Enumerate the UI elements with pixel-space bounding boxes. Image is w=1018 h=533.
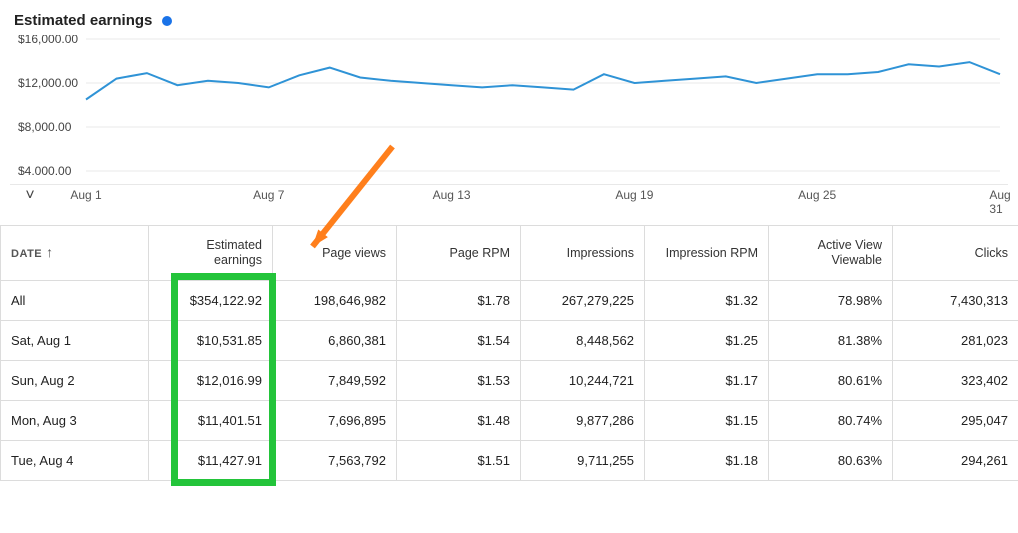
cell-value: 7,696,895 <box>273 401 397 441</box>
cell-value: 81.38% <box>769 321 893 361</box>
x-axis-labels: Aug 1Aug 7Aug 13Aug 19Aug 25Aug 31 <box>50 188 1008 204</box>
cell-value: 294,261 <box>893 441 1018 481</box>
col-header[interactable]: Impression RPM <box>645 226 769 281</box>
table-body: All$354,122.92198,646,982$1.78267,279,22… <box>1 281 1018 481</box>
earnings-line <box>86 62 1000 99</box>
earnings-table: DATE ↑ Estimated earningsPage viewsPage RP… <box>0 225 1018 481</box>
y-tick-label: $16,000.00 <box>18 35 78 46</box>
col-header[interactable]: Impressions <box>521 226 645 281</box>
chart-title: Estimated earnings <box>14 12 152 29</box>
cell-value: 7,430,313 <box>893 281 1018 321</box>
cell-value: 295,047 <box>893 401 1018 441</box>
chart-area: Estimated earnings $16,000.00$12,000.00$… <box>0 0 1018 213</box>
cell-value: 198,646,982 <box>273 281 397 321</box>
cell-value: $1.51 <box>397 441 521 481</box>
table-row: Tue, Aug 4$11,427.917,563,792$1.519,711,… <box>1 441 1018 481</box>
cell-value: $11,401.51 <box>149 401 273 441</box>
col-header[interactable]: Page RPM <box>397 226 521 281</box>
x-tick-label: Aug 13 <box>433 188 471 202</box>
earnings-panel: Estimated earnings $16,000.00$12,000.00$… <box>0 0 1018 481</box>
chart-title-row: Estimated earnings <box>14 12 1008 29</box>
cell-value: 80.63% <box>769 441 893 481</box>
table-row: Sat, Aug 1$10,531.856,860,381$1.548,448,… <box>1 321 1018 361</box>
cell-date: Mon, Aug 3 <box>1 401 149 441</box>
x-tick-label: Aug 31 <box>989 188 1010 216</box>
cell-value: 281,023 <box>893 321 1018 361</box>
legend-dot-icon <box>162 16 172 26</box>
chevron-down-icon[interactable]: ˅ <box>10 187 50 205</box>
cell-date: All <box>1 281 149 321</box>
x-tick-label: Aug 1 <box>70 188 101 202</box>
cell-value: $1.25 <box>645 321 769 361</box>
col-header[interactable]: Estimated earnings <box>149 226 273 281</box>
y-tick-label: $8,000.00 <box>18 120 72 134</box>
cell-value: 78.98% <box>769 281 893 321</box>
cell-value: $1.48 <box>397 401 521 441</box>
cell-value: $354,122.92 <box>149 281 273 321</box>
cell-value: 6,860,381 <box>273 321 397 361</box>
cell-value: $1.53 <box>397 361 521 401</box>
col-header[interactable]: Page views <box>273 226 397 281</box>
cell-value: $1.54 <box>397 321 521 361</box>
x-tick-label: Aug 19 <box>615 188 653 202</box>
cell-date: Sat, Aug 1 <box>1 321 149 361</box>
cell-value: 80.74% <box>769 401 893 441</box>
table-header-row: DATE ↑ Estimated earningsPage viewsPage RP… <box>1 226 1018 281</box>
cell-value: 323,402 <box>893 361 1018 401</box>
sort-asc-icon: ↑ <box>46 244 54 261</box>
col-header-label: DATE <box>11 248 42 260</box>
cell-value: $11,427.91 <box>149 441 273 481</box>
cell-value: 9,877,286 <box>521 401 645 441</box>
y-tick-label: $12,000.00 <box>18 76 78 90</box>
cell-value: 267,279,225 <box>521 281 645 321</box>
cell-value: 80.61% <box>769 361 893 401</box>
cell-value: $12,016.99 <box>149 361 273 401</box>
cell-value: $1.32 <box>645 281 769 321</box>
col-header[interactable]: Active View Viewable <box>769 226 893 281</box>
col-header-date[interactable]: DATE ↑ <box>1 226 149 281</box>
col-header[interactable]: Clicks <box>893 226 1018 281</box>
line-chart: $16,000.00 $12,000.00 $8,000.00 $4,000.00 <box>10 35 1008 175</box>
cell-value: 9,711,255 <box>521 441 645 481</box>
cell-value: $1.15 <box>645 401 769 441</box>
cell-value: $1.17 <box>645 361 769 401</box>
table-row: All$354,122.92198,646,982$1.78267,279,22… <box>1 281 1018 321</box>
cell-value: $10,531.85 <box>149 321 273 361</box>
cell-value: $1.18 <box>645 441 769 481</box>
cell-value: 7,563,792 <box>273 441 397 481</box>
table-row: Sun, Aug 2$12,016.997,849,592$1.5310,244… <box>1 361 1018 401</box>
y-tick-label: $4,000.00 <box>18 164 72 175</box>
cell-date: Sun, Aug 2 <box>1 361 149 401</box>
cell-value: 7,849,592 <box>273 361 397 401</box>
x-axis-row: ˅ Aug 1 Aug 7 Aug 13 Aug 19 Aug 25 Aug 31 <box>10 184 1008 213</box>
cell-date: Tue, Aug 4 <box>1 441 149 481</box>
x-tick-label: Aug 7 <box>253 188 284 202</box>
cell-value: 10,244,721 <box>521 361 645 401</box>
table-row: Mon, Aug 3$11,401.517,696,895$1.489,877,… <box>1 401 1018 441</box>
x-tick-label: Aug 25 <box>798 188 836 202</box>
cell-value: $1.78 <box>397 281 521 321</box>
cell-value: 8,448,562 <box>521 321 645 361</box>
